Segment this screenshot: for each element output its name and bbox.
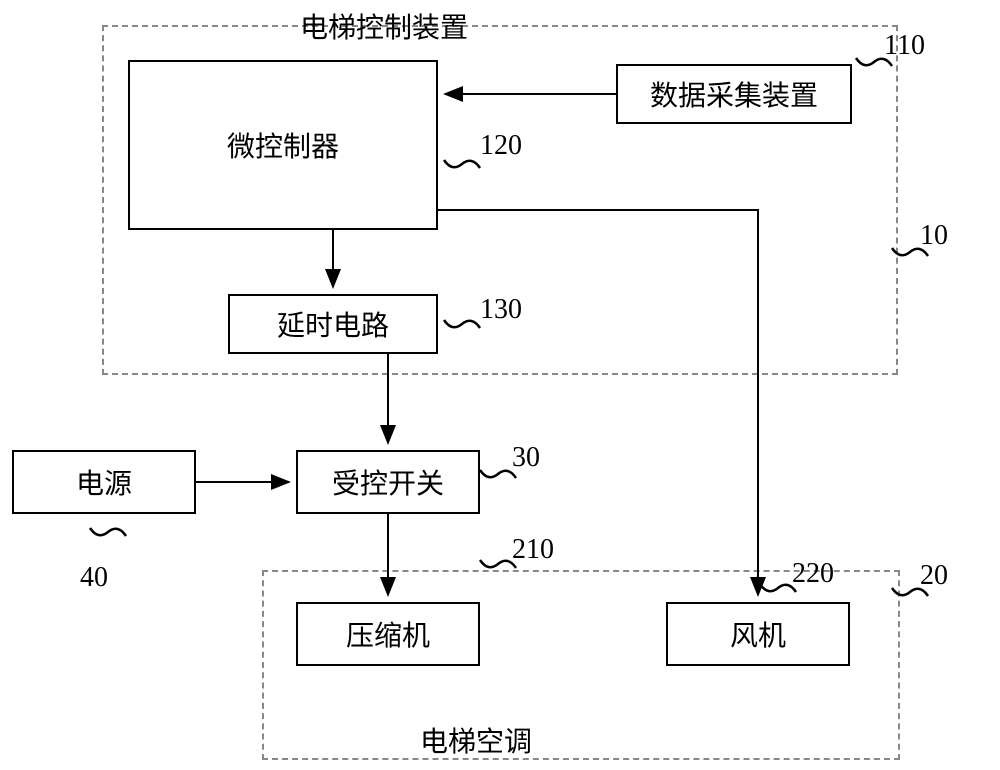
- power-text: 电源: [76, 462, 132, 502]
- ref-40: 40: [80, 562, 108, 594]
- data-acquisition-text: 数据采集装置: [650, 74, 818, 114]
- delay-circuit-text: 延时电路: [277, 304, 389, 344]
- elevator-control-label: 电梯控制装置: [300, 6, 468, 46]
- ref-30: 30: [512, 442, 540, 474]
- microcontroller-box: 微控制器: [128, 60, 438, 230]
- ref-120: 120: [480, 130, 522, 162]
- ref-20: 20: [920, 560, 948, 592]
- squiggle-210: [480, 560, 516, 568]
- ref-110: 110: [884, 30, 925, 62]
- power-box: 电源: [12, 450, 196, 514]
- elevator-ac-label: 电梯空调: [420, 720, 532, 760]
- controlled-switch-box: 受控开关: [296, 450, 480, 514]
- ref-220: 220: [792, 558, 834, 590]
- data-acquisition-box: 数据采集装置: [616, 64, 852, 124]
- ref-130: 130: [480, 294, 522, 326]
- ref-210: 210: [512, 534, 554, 566]
- compressor-text: 压缩机: [346, 614, 430, 654]
- squiggle-40: [90, 528, 126, 536]
- compressor-box: 压缩机: [296, 602, 480, 666]
- controlled-switch-text: 受控开关: [332, 462, 444, 502]
- microcontroller-text: 微控制器: [227, 125, 339, 165]
- fan-text: 风机: [730, 614, 786, 654]
- delay-circuit-box: 延时电路: [228, 294, 438, 354]
- fan-box: 风机: [666, 602, 850, 666]
- ref-10: 10: [920, 220, 948, 252]
- squiggle-30: [480, 470, 516, 478]
